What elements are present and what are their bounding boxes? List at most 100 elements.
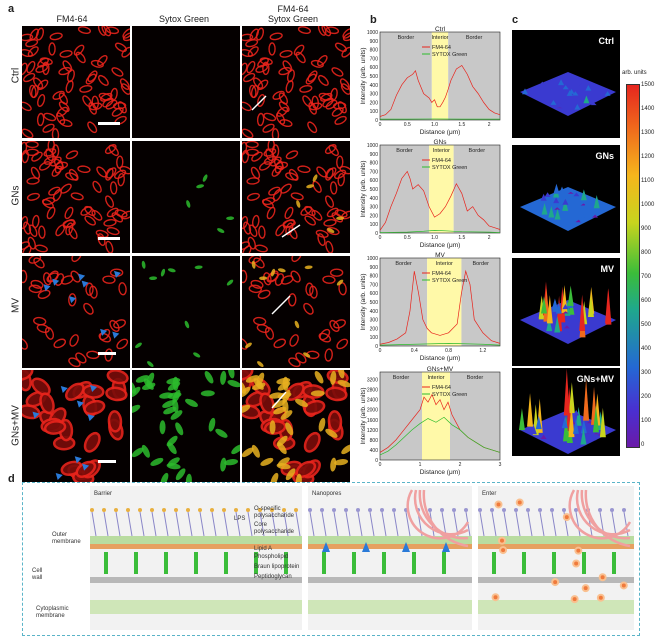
y-tick: 800	[370, 274, 379, 280]
micrograph-mv-fm464	[22, 256, 130, 368]
col-header-sytox: Sytox Green	[158, 14, 210, 24]
y-tick: 900	[370, 152, 379, 158]
row-label-gnsmv: GNs+MV	[10, 405, 22, 446]
x-axis-label: Distance (μm)	[420, 355, 461, 362]
region-label: Border	[393, 375, 410, 381]
x-tick: 0	[379, 348, 382, 354]
series-line-sytox	[379, 343, 501, 346]
series-line-fm464	[379, 170, 501, 231]
x-tick: 1.2	[479, 348, 486, 354]
micrograph-mv-sytox	[132, 256, 240, 368]
legend-sytox: SYTOX Green	[432, 52, 467, 58]
series-line-fm464	[379, 64, 501, 117]
x-axis-label: Distance (μm)	[420, 242, 461, 249]
plot-title: Ctrl	[435, 26, 446, 33]
y-tick: 2000	[367, 408, 378, 414]
y-tick: 1000	[367, 256, 378, 262]
x-tick: 2	[488, 122, 491, 128]
y-tick: 100	[370, 109, 379, 115]
colorbar-tick: 400	[641, 346, 652, 352]
x-tick: 0	[379, 462, 382, 468]
micrograph-gns-sytox	[132, 141, 240, 253]
y-tick: 400	[370, 83, 379, 89]
y-axis-label: Intensity (arb. units)	[360, 273, 367, 330]
micrograph-ctrl-sytox	[132, 26, 240, 138]
legend-sytox: SYTOX Green	[432, 165, 467, 171]
schematic-left-label: Cell	[32, 568, 42, 574]
region-interior	[431, 32, 449, 120]
y-tick: 400	[370, 309, 379, 315]
panel-c-letter: c	[512, 14, 519, 26]
y-tick: 200	[370, 213, 379, 219]
y-tick: 0	[375, 344, 378, 350]
x-tick: 0.5	[404, 122, 411, 128]
region-label: Interior	[436, 261, 453, 267]
colorbar-tick: 500	[641, 322, 652, 328]
region-border	[450, 372, 500, 460]
schematic-left-label: membrane	[52, 539, 81, 545]
y-tick: 900	[370, 39, 379, 45]
y-tick: 400	[370, 448, 379, 454]
y-axis-label: Intensity (arb. units)	[360, 387, 367, 444]
colorbar-tick: 1400	[641, 106, 655, 112]
micrograph-ctrl-fm464	[22, 26, 130, 138]
y-tick: 1000	[367, 30, 378, 36]
schematic-right-label: polysaccharide	[254, 513, 295, 519]
surface-label: GNs	[595, 151, 614, 161]
region-border	[380, 372, 422, 460]
series-line-sytox	[379, 416, 501, 456]
series-line-fm464	[379, 269, 501, 345]
y-tick: 100	[370, 335, 379, 341]
stage-label-nanopores: Nanopores	[312, 491, 341, 497]
x-tick: 1.5	[458, 122, 465, 128]
region-border	[453, 145, 500, 233]
line-plot-4: Border Interior Border FM4-64 SYTOX Green 0 1 2…	[360, 364, 510, 476]
y-tick: 400	[370, 196, 379, 202]
schematic-right-label: LPS	[234, 516, 245, 522]
y-tick: 600	[370, 65, 379, 71]
panel-d-letter: d	[8, 473, 15, 485]
x-tick: 2	[459, 462, 462, 468]
surface-plot-ctrl: Ctrl	[512, 30, 620, 138]
y-tick: 300	[370, 205, 379, 211]
scale-bar	[98, 460, 116, 463]
y-tick: 700	[370, 282, 379, 288]
x-tick: 2	[488, 235, 491, 241]
row-label-ctrl: Ctrl	[10, 67, 22, 84]
y-tick: 3200	[367, 378, 378, 384]
y-tick: 300	[370, 318, 379, 324]
scale-bar	[98, 352, 116, 355]
y-tick: 2800	[367, 388, 378, 394]
y-tick: 1600	[367, 418, 378, 424]
y-tick: 500	[370, 300, 379, 306]
colorbar-tick: 700	[641, 274, 652, 280]
region-label: Border	[395, 261, 412, 267]
x-tick: 0	[379, 235, 382, 241]
colorbar-title: arb. units	[622, 70, 647, 76]
y-tick: 300	[370, 92, 379, 98]
legend-sytox: SYTOX Green	[432, 278, 467, 284]
legend-fm464: FM4-64	[432, 271, 451, 277]
region-interior	[427, 258, 462, 346]
y-tick: 700	[370, 169, 379, 175]
y-tick: 0	[375, 118, 378, 124]
schematic-right-label: Braun lipoprotein	[254, 564, 299, 570]
region-label: Interior	[427, 375, 444, 381]
y-tick: 800	[370, 48, 379, 54]
colorbar-tick: 1500	[641, 82, 655, 88]
panel-a-letter: a	[8, 3, 15, 15]
schematic-left-label: Outer	[52, 532, 67, 538]
colorbar-tick: 300	[641, 370, 652, 376]
row-label-gns: GNs	[10, 185, 22, 206]
y-tick: 200	[370, 100, 379, 106]
schematic-left-label: membrane	[36, 613, 65, 619]
y-tick: 1200	[367, 428, 378, 434]
schematic-right-label: O-specific	[254, 506, 281, 512]
schematic-frame	[22, 482, 640, 636]
scale-bar	[98, 122, 120, 125]
y-tick: 0	[375, 231, 378, 237]
micrograph-gns-mv-merge	[242, 370, 350, 482]
schematic-right-label: polysaccharide	[254, 529, 295, 535]
y-tick: 600	[370, 178, 379, 184]
